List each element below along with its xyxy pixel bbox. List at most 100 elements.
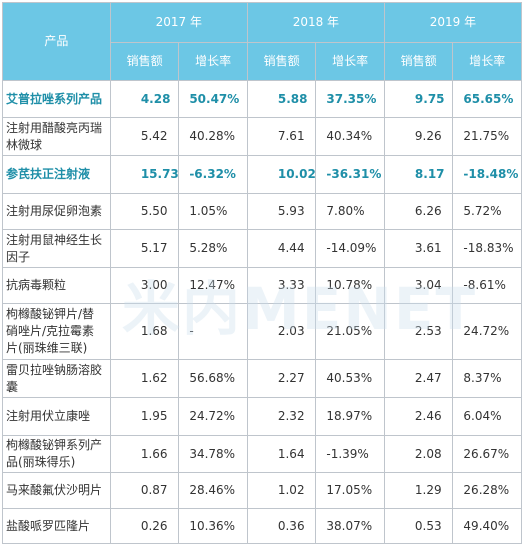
- product-name-cell: 抗病毒颗粒: [2, 267, 111, 304]
- sales-value-cell: 5.88: [246, 80, 317, 118]
- product-name-cell: 注射用尿促卵泡素: [2, 193, 111, 230]
- table-row: 马来酸氟伏沙明片 0.87 28.46% 1.02 17.05% 1.29 26.28%: [2, 472, 522, 509]
- growth-header: 增长率: [178, 42, 248, 81]
- year-header-2019: 2019 年: [383, 2, 523, 43]
- sales-value-cell: 5.42: [109, 117, 180, 156]
- product-name-cell: 注射用醋酸亮丙瑞林微球: [2, 117, 111, 156]
- sales-value-cell: 4.44: [246, 229, 317, 268]
- table-row: 注射用尿促卵泡素 5.50 1.05% 5.93 7.80% 6.26 5.72%: [2, 193, 522, 230]
- sales-value-cell: 3.61: [383, 229, 454, 268]
- sales-value-cell: 6.26: [383, 193, 454, 230]
- growth-rate-cell: 5.28%: [178, 229, 248, 268]
- growth-rate-cell: 10.36%: [178, 508, 248, 544]
- sales-value-cell: 2.47: [383, 359, 454, 398]
- table-row: 注射用伏立康唑 1.95 24.72% 2.32 18.97% 2.46 6.04%: [2, 397, 522, 436]
- growth-rate-cell: 24.72%: [178, 397, 248, 436]
- growth-rate-cell: 37.35%: [315, 80, 385, 118]
- growth-rate-cell: 38.07%: [315, 508, 385, 544]
- sales-header: 销售额: [109, 42, 180, 81]
- sales-header: 销售额: [246, 42, 317, 81]
- table-row: 艾普拉唑系列产品 4.28 50.47% 5.88 37.35% 9.75 65.65%: [2, 80, 522, 118]
- table-row: 枸橼酸铋钾片/替硝唑片/克拉霉素片(丽珠维三联) 1.68-2.03 21.05% 2…: [2, 303, 522, 360]
- sales-value-cell: 2.53: [383, 303, 454, 360]
- growth-rate-cell: 56.68%: [178, 359, 248, 398]
- growth-rate-cell: 12.47%: [178, 267, 248, 304]
- sales-value-cell: 5.93: [246, 193, 317, 230]
- growth-rate-cell: -6.32%: [178, 155, 248, 194]
- growth-rate-cell: 40.28%: [178, 117, 248, 156]
- sales-value-cell: 2.32: [246, 397, 317, 436]
- growth-rate-cell: 17.05%: [315, 472, 385, 509]
- growth-rate-cell: -8.61%: [452, 267, 522, 304]
- sales-value-cell: 2.27: [246, 359, 317, 398]
- growth-rate-cell: 65.65%: [452, 80, 522, 118]
- growth-rate-cell: 5.72%: [452, 193, 522, 230]
- table-row: 枸橼酸铋钾系列产品(丽珠得乐) 1.66 34.78% 1.64 -1.39% 2.08 2…: [2, 435, 522, 473]
- table-row: 参芪扶正注射液 15.73 -6.32% 10.02 -36.31% 8.17 -18.48…: [2, 155, 522, 194]
- sales-value-cell: 3.00: [109, 267, 180, 304]
- table-row: 注射用鼠神经生长因子 5.17 5.28% 4.44 -14.09% 3.61 -18.83…: [2, 229, 522, 268]
- year-header-2018: 2018 年: [246, 2, 385, 43]
- sales-value-cell: 15.73: [109, 155, 180, 194]
- growth-rate-cell: 1.05%: [178, 193, 248, 230]
- product-name-cell: 注射用伏立康唑: [2, 397, 111, 436]
- growth-rate-cell: -14.09%: [315, 229, 385, 268]
- growth-rate-cell: 34.78%: [178, 435, 248, 473]
- growth-rate-cell: 21.75%: [452, 117, 522, 156]
- growth-rate-cell: 6.04%: [452, 397, 522, 436]
- growth-rate-cell: 7.80%: [315, 193, 385, 230]
- sales-header: 销售额: [383, 42, 454, 81]
- product-name-cell: 注射用鼠神经生长因子: [2, 229, 111, 268]
- growth-rate-cell: -18.83%: [452, 229, 522, 268]
- year-header-2017: 2017 年: [109, 2, 248, 43]
- growth-rate-cell: 50.47%: [178, 80, 248, 118]
- table-row: 注射用醋酸亮丙瑞林微球 5.42 40.28% 7.61 40.34% 9.26 21.75…: [2, 117, 522, 156]
- sales-value-cell: 1.64: [246, 435, 317, 473]
- product-name-cell: 枸橼酸铋钾片/替硝唑片/克拉霉素片(丽珠维三联): [2, 303, 111, 360]
- sales-value-cell: 1.66: [109, 435, 180, 473]
- growth-rate-cell: 18.97%: [315, 397, 385, 436]
- sales-value-cell: 0.36: [246, 508, 317, 544]
- growth-rate-cell: -1.39%: [315, 435, 385, 473]
- growth-rate-cell: 8.37%: [452, 359, 522, 398]
- sales-value-cell: 8.17: [383, 155, 454, 194]
- sales-value-cell: 10.02: [246, 155, 317, 194]
- product-name-cell: 艾普拉唑系列产品: [2, 80, 111, 118]
- sales-value-cell: 9.26: [383, 117, 454, 156]
- product-name-cell: 枸橼酸铋钾系列产品(丽珠得乐): [2, 435, 111, 473]
- sales-value-cell: 1.02: [246, 472, 317, 509]
- sales-value-cell: 0.26: [109, 508, 180, 544]
- product-name-cell: 参芪扶正注射液: [2, 155, 111, 194]
- growth-rate-cell: 40.53%: [315, 359, 385, 398]
- sales-value-cell: 5.50: [109, 193, 180, 230]
- sales-value-cell: 3.04: [383, 267, 454, 304]
- growth-rate-cell: 49.40%: [452, 508, 522, 544]
- growth-rate-cell: 26.67%: [452, 435, 522, 473]
- sales-value-cell: 1.68: [109, 303, 180, 360]
- growth-rate-cell: 10.78%: [315, 267, 385, 304]
- growth-rate-cell: 40.34%: [315, 117, 385, 156]
- table-row: 雷贝拉唑钠肠溶胶囊 1.62 56.68% 2.27 40.53% 2.47 8.37%: [2, 359, 522, 398]
- sales-value-cell: 9.75: [383, 80, 454, 118]
- table-row: 盐酸哌罗匹隆片 0.26 10.36% 0.36 38.07% 0.53 49.40%: [2, 508, 522, 544]
- product-name-cell: 盐酸哌罗匹隆片: [2, 508, 111, 544]
- sales-value-cell: 0.53: [383, 508, 454, 544]
- sales-value-cell: 2.46: [383, 397, 454, 436]
- table-body: 艾普拉唑系列产品 4.28 50.47% 5.88 37.35% 9.75 65.65% 注射…: [2, 80, 522, 544]
- product-name-cell: 马来酸氟伏沙明片: [2, 472, 111, 509]
- growth-rate-cell: -36.31%: [315, 155, 385, 194]
- sales-value-cell: 7.61: [246, 117, 317, 156]
- growth-rate-cell: 21.05%: [315, 303, 385, 360]
- table-row: 抗病毒颗粒 3.00 12.47% 3.33 10.78% 3.04 -8.61%: [2, 267, 522, 304]
- growth-rate-cell: 28.46%: [178, 472, 248, 509]
- sales-value-cell: 1.62: [109, 359, 180, 398]
- product-name-cell: 雷贝拉唑钠肠溶胶囊: [2, 359, 111, 398]
- product-column-header: 产品: [2, 2, 111, 81]
- growth-header: 增长率: [315, 42, 385, 81]
- sales-value-cell: 0.87: [109, 472, 180, 509]
- growth-rate-cell: -: [178, 303, 248, 360]
- sales-value-cell: 1.95: [109, 397, 180, 436]
- sales-value-cell: 3.33: [246, 267, 317, 304]
